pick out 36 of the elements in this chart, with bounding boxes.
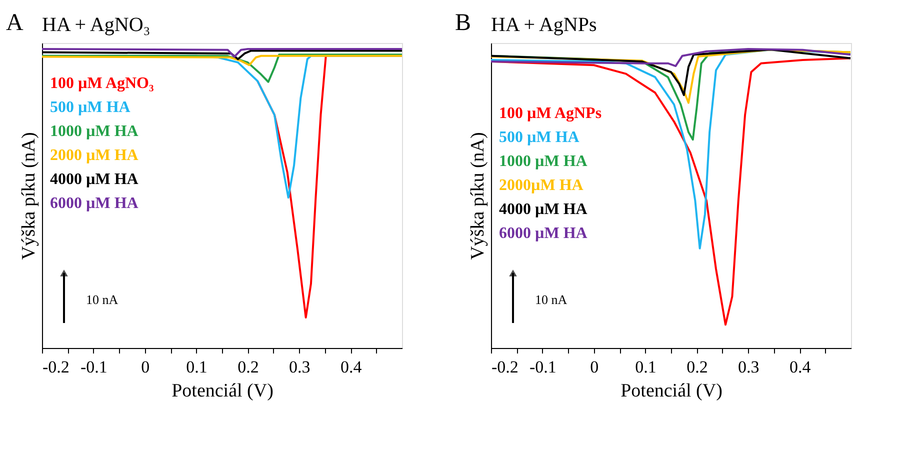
x-tick-label: 0 [141,358,150,376]
x-tick-label: -0.2 [42,358,70,376]
annotation: 10 nA [535,292,568,307]
x-tick-label: 0.1 [635,358,656,376]
text: 2000 µM HA [50,147,139,164]
text: 1000 µM HA [50,123,139,140]
text: 500 µM HA [499,129,580,146]
annotation: 10 nA [86,292,119,307]
text: B [455,10,472,36]
x-tick-label: 0.3 [738,358,760,376]
chart-title: HA + AgNO₃ [42,14,150,36]
chart-title: HA + AgNPs [491,14,597,36]
x-tick-label: -0.1 [80,358,108,376]
x-tick-label: 0.3 [289,358,310,376]
x-tick-label: 0.1 [186,358,208,376]
y-axis-title: Výška píku (nA) [18,132,40,260]
text: 4000 µM HA [50,171,139,188]
x-axis-title: Potenciál (V) [620,380,722,402]
x-tick-label: 0.2 [238,358,259,376]
x-tick-label: 0.4 [340,358,362,376]
text: 100 µM AgNO₃ [50,75,154,92]
text: 4000 µM HA [499,201,588,218]
y-axis-title: Výška píku (nA) [468,132,488,260]
text: 6000 µM HA [50,195,139,212]
text: 500 µM HA [50,99,131,116]
x-tick-label: 0.2 [686,358,708,376]
x-tick-label: -0.2 [492,358,518,376]
x-tick-label: 0 [590,358,599,376]
x-axis-title: Potenciál (V) [172,380,274,402]
text: 2000µM HA [499,177,584,194]
text: A [6,10,24,36]
text: 100 µM AgNPs [499,105,602,122]
x-tick-label: -0.1 [529,358,556,376]
x-tick-label: 0.4 [789,358,812,376]
text: 1000 µM HA [499,153,588,170]
text: 6000 µM HA [499,225,588,242]
